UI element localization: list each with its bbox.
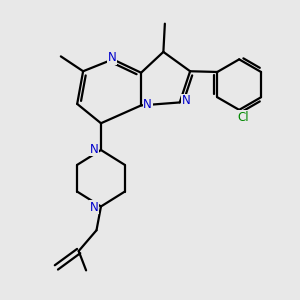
Text: N: N [143,98,152,111]
Text: N: N [90,201,99,214]
Text: N: N [108,51,117,64]
Text: N: N [182,94,190,107]
Text: Cl: Cl [238,111,249,124]
Text: N: N [90,143,99,156]
